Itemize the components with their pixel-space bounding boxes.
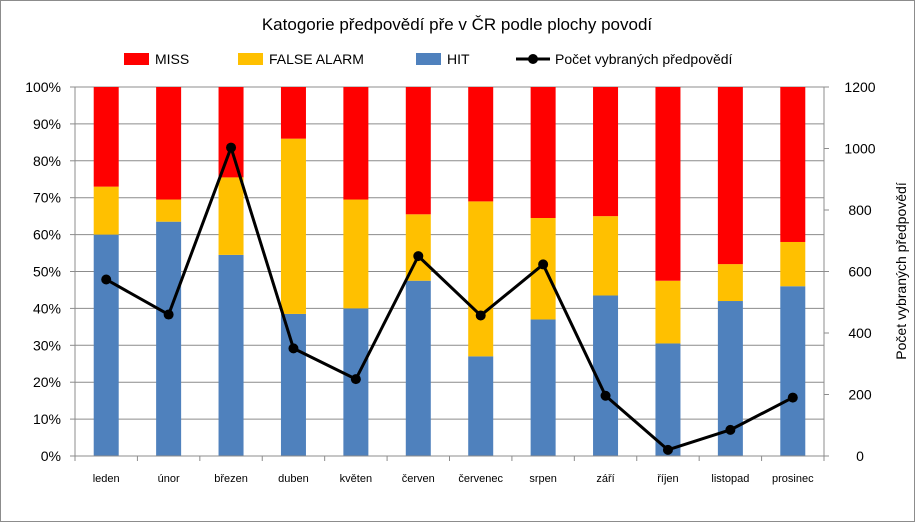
right-axis-ticks: 0 200 400 600 800 1000 1200 xyxy=(844,79,875,464)
bar-hit-7 xyxy=(468,356,494,456)
bar-false-alarm-11 xyxy=(717,264,743,302)
line-point-1 xyxy=(101,274,112,285)
line-point-11 xyxy=(725,424,736,435)
legend-label: HIT xyxy=(447,51,470,67)
bar-miss-7 xyxy=(468,87,494,202)
left-tick-label: 30% xyxy=(33,337,61,353)
legend-swatch xyxy=(416,53,441,65)
line-point-10 xyxy=(662,444,673,455)
left-tick-label: 60% xyxy=(33,227,61,243)
bar-false-alarm-10 xyxy=(655,280,681,344)
bar-miss-8 xyxy=(530,87,556,218)
bar-miss-4 xyxy=(280,87,306,139)
line-pocet-vybranych-predpovedi xyxy=(105,146,794,452)
category-label: říjen xyxy=(657,473,678,485)
category-label: únor xyxy=(158,473,180,485)
legend-label: FALSE ALARM xyxy=(269,51,364,67)
bar-false-alarm-2 xyxy=(156,199,182,222)
bar-hit-12 xyxy=(780,286,806,456)
left-tick-label: 100% xyxy=(25,79,61,95)
left-tick-label: 0% xyxy=(41,448,61,464)
legend-label: Počet vybraných předpovědí xyxy=(555,51,733,67)
category-label: září xyxy=(596,473,614,485)
bar-false-alarm-1 xyxy=(93,186,119,235)
category-labels: leden únor březen duben květen červen červenec… xyxy=(93,473,814,485)
right-tick-label: 600 xyxy=(848,264,872,280)
bar-false-alarm-12 xyxy=(780,241,806,287)
right-tick-label: 1000 xyxy=(844,141,875,157)
bar-miss-3 xyxy=(218,87,244,178)
right-tick-label: 800 xyxy=(848,202,872,218)
bar-hit-10 xyxy=(655,343,681,456)
left-tick-label: 70% xyxy=(33,190,61,206)
bar-false-alarm-9 xyxy=(593,216,619,296)
bar-miss-1 xyxy=(93,87,119,187)
line-point-12 xyxy=(787,392,798,403)
bar-hit-4 xyxy=(280,313,306,456)
line-point-3 xyxy=(226,142,237,153)
legend: MISS FALSE ALARM HIT Počet vybraných předpo… xyxy=(124,51,733,67)
bar-hit-1 xyxy=(93,234,119,456)
category-label: leden xyxy=(93,473,120,485)
line-point-4 xyxy=(288,343,299,354)
bar-miss-6 xyxy=(405,87,431,215)
axes xyxy=(70,86,829,461)
right-tick-label: 0 xyxy=(856,448,864,464)
category-label: listopad xyxy=(711,473,749,485)
line-point-2 xyxy=(163,309,174,320)
bar-false-alarm-5 xyxy=(343,199,369,309)
right-tick-label: 400 xyxy=(848,325,872,341)
right-tick-label: 1200 xyxy=(844,79,875,95)
category-label: červen xyxy=(402,473,435,485)
bar-miss-5 xyxy=(343,87,369,200)
line-point-7 xyxy=(475,310,486,321)
chart-title: Katogorie předpovědí pře v ČR podle ploc… xyxy=(262,15,653,34)
category-label: červenec xyxy=(458,473,503,485)
left-tick-label: 80% xyxy=(33,153,61,169)
right-axis-title: Počet vybraných předpovědí xyxy=(893,182,909,360)
category-label: prosinec xyxy=(772,473,814,485)
bar-miss-9 xyxy=(593,87,619,217)
legend-label: MISS xyxy=(155,51,189,67)
bar-hit-3 xyxy=(218,254,244,456)
line-point-5 xyxy=(350,374,361,385)
left-tick-label: 40% xyxy=(33,300,61,316)
legend-marker xyxy=(528,54,538,64)
line-series xyxy=(101,142,798,455)
category-label: srpen xyxy=(529,473,557,485)
bar-hit-6 xyxy=(405,280,431,456)
bar-miss-11 xyxy=(717,87,743,265)
bars xyxy=(93,87,806,456)
line-point-6 xyxy=(413,251,424,262)
legend-swatch xyxy=(124,53,149,65)
legend-swatch xyxy=(238,53,263,65)
bar-false-alarm-7 xyxy=(468,201,494,357)
bar-false-alarm-3 xyxy=(218,177,244,255)
bar-false-alarm-4 xyxy=(280,138,306,314)
left-tick-label: 50% xyxy=(33,264,61,280)
category-label: březen xyxy=(214,473,248,485)
bar-hit-8 xyxy=(530,319,556,456)
category-label: květen xyxy=(340,473,372,485)
line-point-8 xyxy=(538,259,549,270)
bar-miss-2 xyxy=(156,87,182,200)
bar-hit-2 xyxy=(156,221,182,456)
bar-miss-12 xyxy=(780,87,806,242)
line-point-9 xyxy=(600,390,611,401)
gridlines xyxy=(75,86,824,457)
right-tick-label: 200 xyxy=(848,387,872,403)
left-tick-label: 10% xyxy=(33,411,61,427)
category-label: duben xyxy=(278,473,309,485)
left-tick-label: 90% xyxy=(33,116,61,132)
bar-miss-10 xyxy=(655,87,681,281)
left-axis-ticks: 0% 10% 20% 30% 40% 50% 60% 70% 80% 90% 100% xyxy=(25,79,61,464)
left-tick-label: 20% xyxy=(33,374,61,390)
